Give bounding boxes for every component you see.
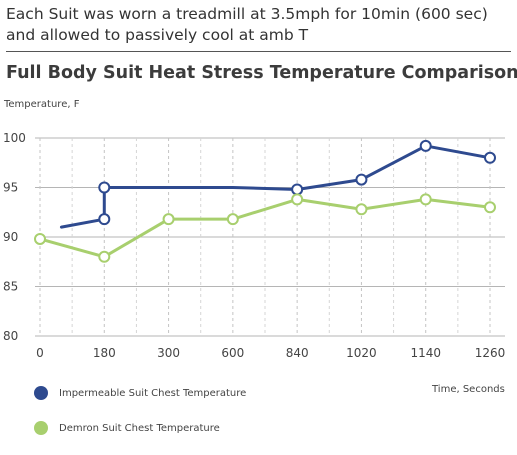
data-point-demron-7 bbox=[484, 201, 496, 214]
y-axis-label: Temperature, F bbox=[4, 99, 80, 110]
caption-divider bbox=[6, 51, 511, 52]
legend-swatch-demron bbox=[34, 421, 48, 435]
data-point-demron-4 bbox=[291, 193, 304, 206]
data-point-demron-5 bbox=[355, 203, 368, 216]
data-point-impermeable-5 bbox=[291, 183, 304, 196]
x-tick-label-0: 0 bbox=[36, 346, 44, 360]
data-point-impermeable-2 bbox=[98, 181, 111, 194]
y-tick-label-80: 80 bbox=[3, 329, 18, 343]
data-point-demron-6 bbox=[419, 193, 432, 206]
y-tick-label-100: 100 bbox=[3, 131, 26, 145]
chart-legend: Impermeable Suit Chest Temperature Demro… bbox=[34, 385, 246, 455]
legend-item-demron: Demron Suit Chest Temperature bbox=[34, 420, 246, 436]
x-tick-label-1020: 1020 bbox=[346, 346, 377, 360]
data-point-impermeable-1 bbox=[98, 213, 111, 226]
chart-series bbox=[34, 139, 496, 263]
data-point-demron-1 bbox=[98, 250, 111, 263]
data-point-impermeable-7 bbox=[419, 139, 432, 152]
x-tick-label-1140: 1140 bbox=[410, 346, 441, 360]
y-tick-label-90: 90 bbox=[3, 230, 18, 244]
series-line-impermeable bbox=[59, 144, 492, 229]
legend-swatch-impermeable bbox=[34, 386, 48, 400]
legend-item-impermeable: Impermeable Suit Chest Temperature bbox=[34, 385, 246, 401]
x-tick-label-600: 600 bbox=[221, 346, 244, 360]
y-axis-ticks: 80 85 90 95 100 bbox=[3, 131, 26, 343]
data-point-impermeable-6 bbox=[355, 173, 368, 186]
chart-title: Full Body Suit Heat Stress Temperature C… bbox=[6, 63, 517, 83]
x-tick-label-180: 180 bbox=[93, 346, 116, 360]
data-point-demron-2 bbox=[162, 213, 175, 226]
y-tick-label-85: 85 bbox=[3, 280, 18, 294]
data-point-demron-0 bbox=[34, 232, 46, 245]
series-line-demron bbox=[38, 197, 492, 259]
data-point-impermeable-8 bbox=[484, 151, 496, 164]
y-tick-label-95: 95 bbox=[3, 181, 18, 195]
x-tick-label-1260: 1260 bbox=[475, 346, 506, 360]
x-axis-label: Time, Seconds bbox=[432, 384, 505, 395]
legend-label-demron: Demron Suit Chest Temperature bbox=[59, 422, 220, 434]
chart-grid bbox=[35, 137, 505, 337]
x-tick-label-300: 300 bbox=[157, 346, 180, 360]
x-axis-ticks: 0 180 300 600 840 1020 1140 1260 bbox=[36, 346, 505, 360]
figure-caption: Each Suit was worn a treadmill at 3.5mph… bbox=[6, 5, 488, 44]
data-point-demron-3 bbox=[226, 213, 239, 226]
legend-label-impermeable: Impermeable Suit Chest Temperature bbox=[59, 387, 247, 399]
x-tick-label-840: 840 bbox=[286, 346, 309, 360]
